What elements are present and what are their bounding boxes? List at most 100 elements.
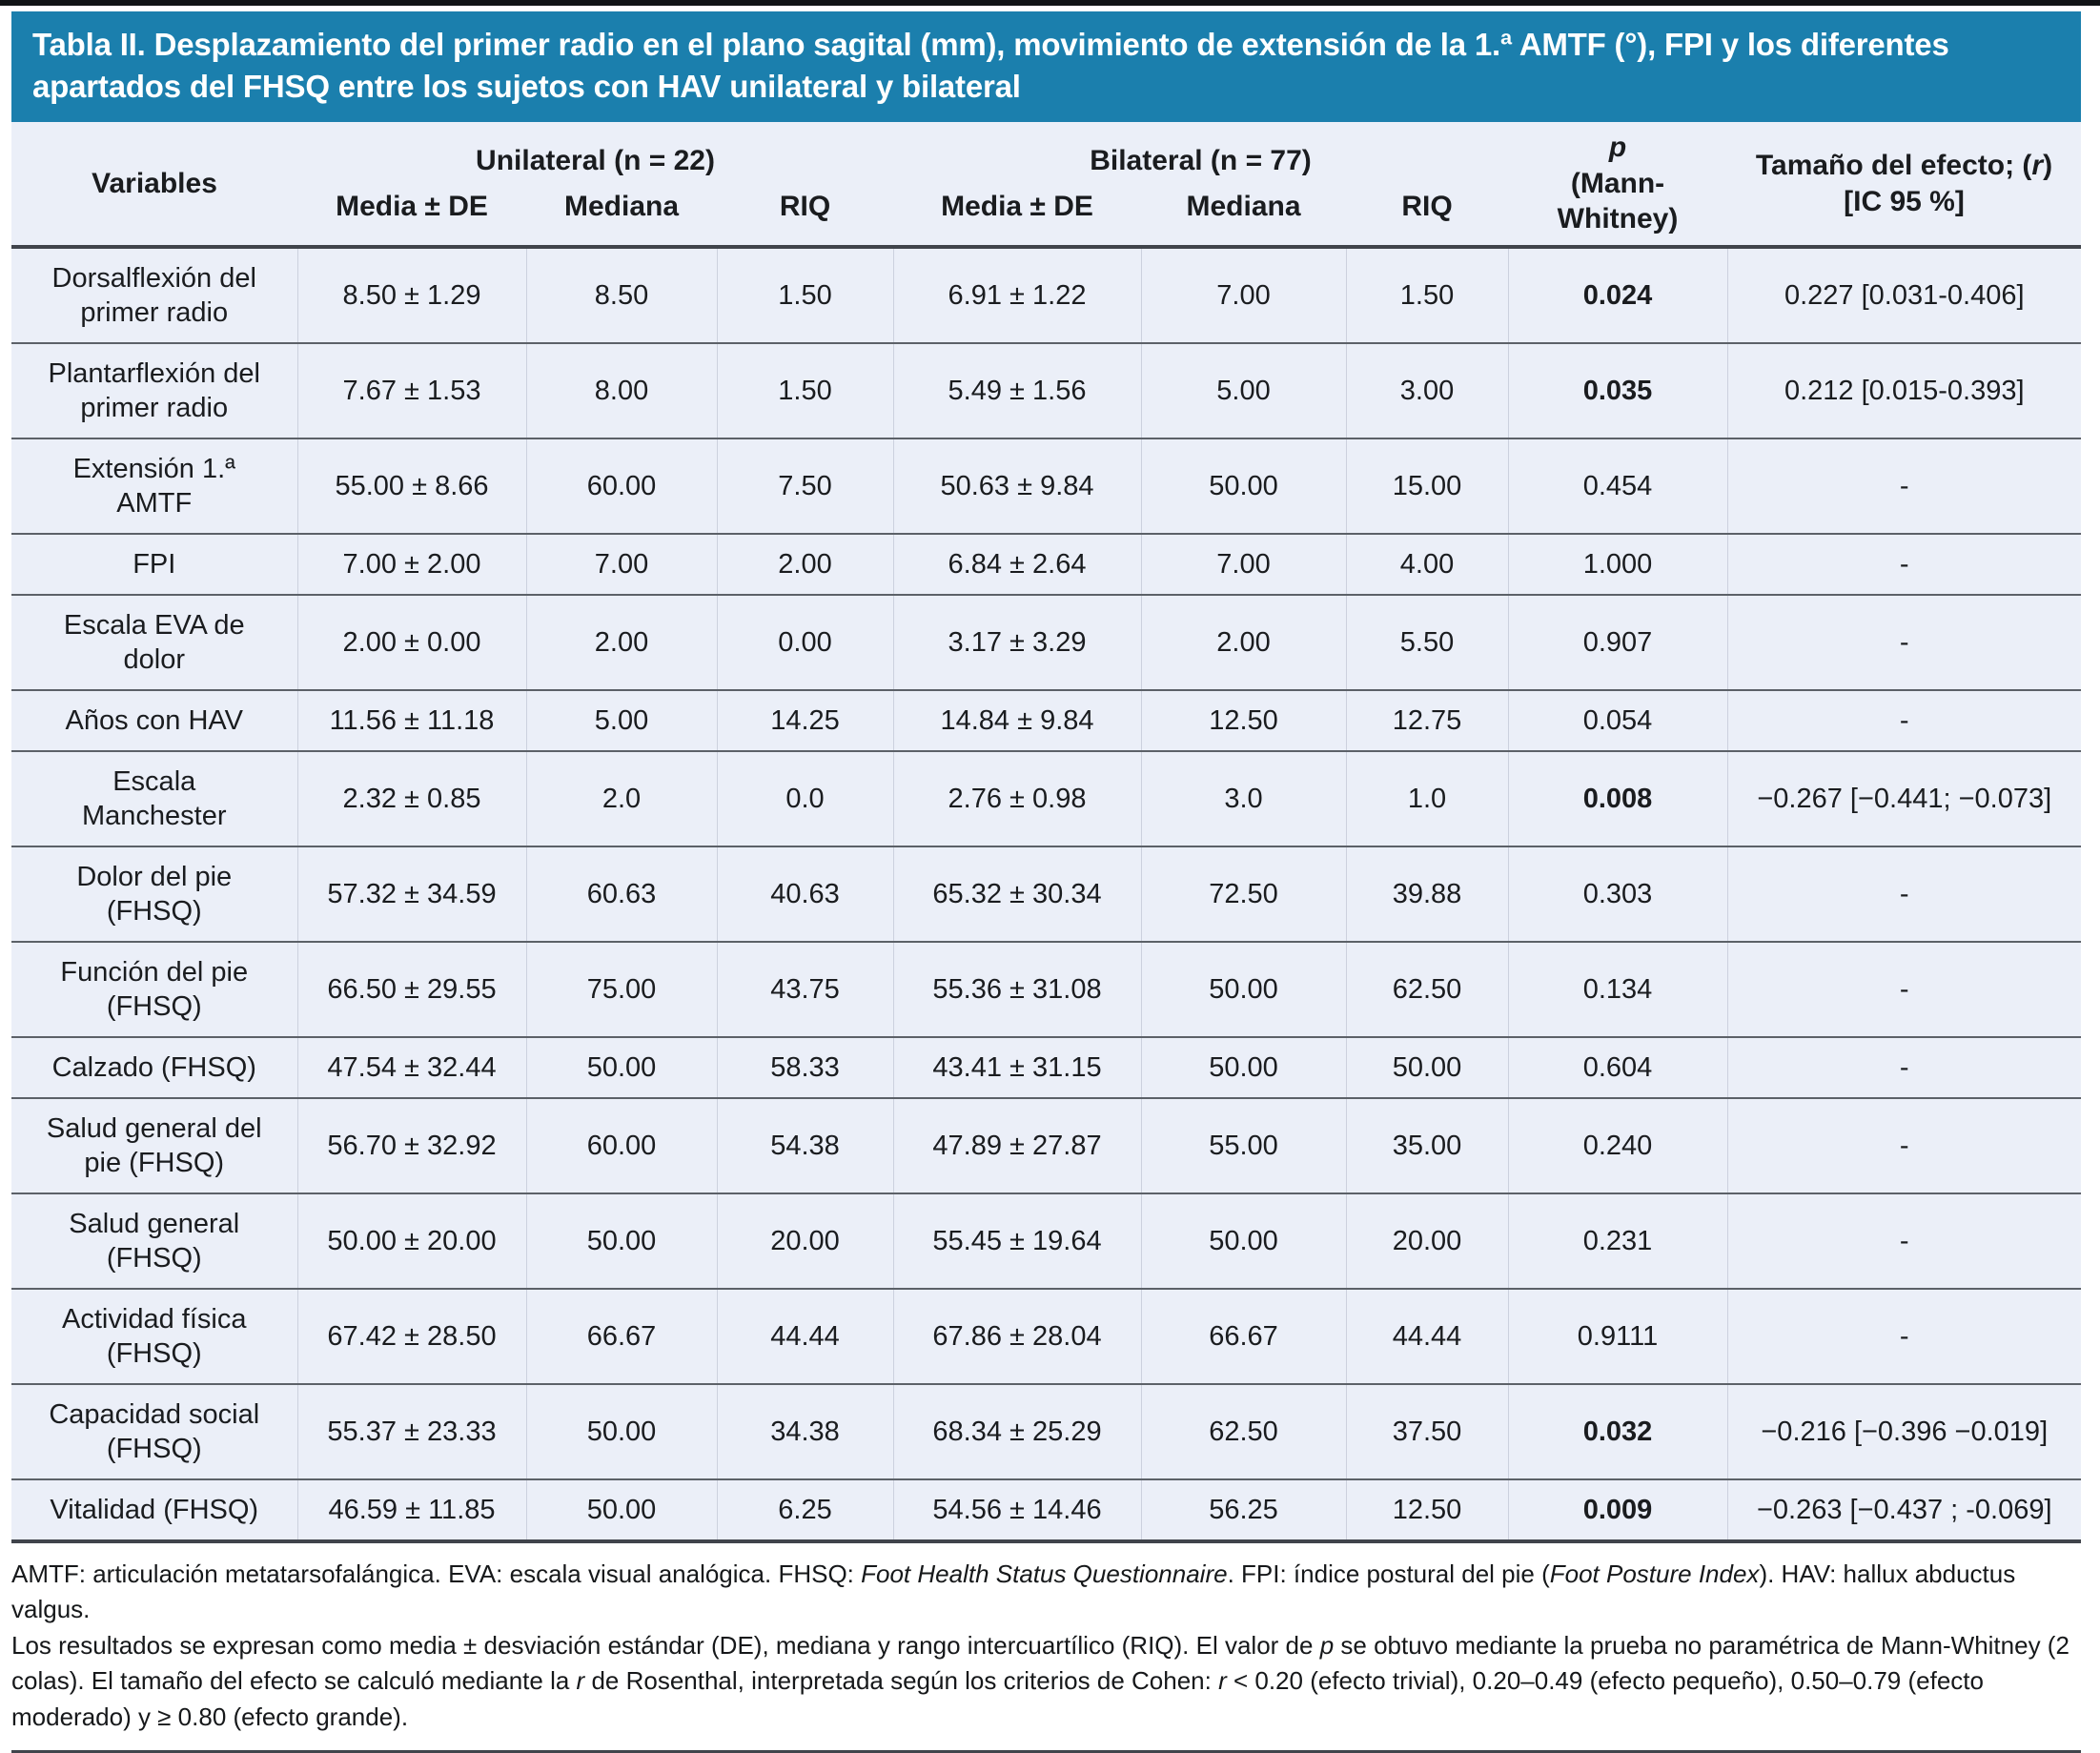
p-value-cell: 0.035: [1507, 342, 1727, 439]
bi-media-cell: 50.63 ± 9.84: [892, 438, 1141, 535]
effect-size-cell: −0.263 [−0.437 ; -0.069]: [1726, 1478, 2081, 1543]
uni-mediana-cell: 8.00: [525, 342, 717, 439]
bi-mediana-cell: 72.50: [1140, 846, 1346, 943]
uni-riq-cell: 2.00: [716, 533, 893, 596]
effect-size-cell: −0.216 [−0.396 −0.019]: [1726, 1383, 2081, 1480]
table-row: Plantarflexión del primer radio 7.67 ± 1.…: [11, 342, 2081, 439]
uni-media-cell: 7.67 ± 1.53: [296, 342, 526, 439]
variable-cell: Dorsalflexión del primer radio: [11, 246, 297, 344]
table-row: Calzado (FHSQ) 47.54 ± 32.44 50.00 58.33 43.…: [11, 1036, 2081, 1099]
variable-cell: Dolor del pie (FHSQ): [11, 846, 297, 943]
bi-media-cell: 3.17 ± 3.29: [892, 594, 1141, 691]
uni-media-cell: 55.37 ± 23.33: [296, 1383, 526, 1480]
uni-media-cell: 2.32 ± 0.85: [296, 750, 526, 847]
bi-mediana-cell: 3.0: [1140, 750, 1346, 847]
uni-riq-cell: 0.0: [716, 750, 893, 847]
variable-cell: FPI: [11, 533, 297, 596]
table-row: Dolor del pie (FHSQ) 57.32 ± 34.59 60.63 40…: [11, 846, 2081, 943]
uni-riq-cell: 54.38: [716, 1097, 893, 1194]
effect-size-cell: -: [1726, 1036, 2081, 1099]
uni-riq-header: RIQ: [717, 183, 893, 249]
bi-riq-header: RIQ: [1346, 183, 1508, 249]
footnotes: AMTF: articulación metatarsofalángica. E…: [11, 1557, 2081, 1735]
bi-riq-cell: 3.00: [1345, 342, 1508, 439]
uni-mediana-cell: 50.00: [525, 1036, 717, 1099]
p-value-cell: 0.907: [1507, 594, 1727, 691]
effect-size-cell: -: [1726, 846, 2081, 943]
table-row: Escala Manchester 2.32 ± 0.85 2.0 0.0 2.76 ±…: [11, 750, 2081, 847]
table-row: Extensión 1.ª AMTF 55.00 ± 8.66 60.00 7.50 5…: [11, 438, 2081, 535]
bi-riq-cell: 15.00: [1345, 438, 1508, 535]
bi-mediana-cell: 56.25: [1140, 1478, 1346, 1543]
variable-cell: Salud general (FHSQ): [11, 1192, 297, 1290]
bi-mediana-header: Mediana: [1141, 183, 1346, 249]
text-segment: r: [1218, 1666, 1227, 1696]
text-segment: . FPI: índice postural del pie (: [1227, 1559, 1550, 1588]
bi-mediana-cell: 50.00: [1140, 1036, 1346, 1099]
uni-media-cell: 57.32 ± 34.59: [296, 846, 526, 943]
effect-size-cell: -: [1726, 689, 2081, 752]
p-value-cell: 0.604: [1507, 1036, 1727, 1099]
uni-riq-cell: 1.50: [716, 342, 893, 439]
bi-riq-cell: 1.50: [1345, 246, 1508, 344]
p-column-header: p (Mann-Whitney): [1508, 122, 1727, 249]
uni-mediana-cell: 2.0: [525, 750, 717, 847]
text-segment: AMTF: articulación metatarsofalángica. E…: [11, 1559, 862, 1588]
uni-riq-cell: 6.25: [716, 1478, 893, 1543]
p-value-cell: 0.9111: [1507, 1288, 1727, 1385]
bi-mediana-cell: 7.00: [1140, 533, 1346, 596]
p-value-cell: 0.008: [1507, 750, 1727, 847]
bi-media-header: Media ± DE: [893, 183, 1141, 249]
bi-media-cell: 55.36 ± 31.08: [892, 941, 1141, 1038]
uni-media-cell: 47.54 ± 32.44: [296, 1036, 526, 1099]
uni-riq-cell: 7.50: [716, 438, 893, 535]
uni-media-cell: 55.00 ± 8.66: [296, 438, 526, 535]
uni-mediana-cell: 50.00: [525, 1478, 717, 1543]
table-row: Capacidad social (FHSQ) 55.37 ± 23.33 50.0…: [11, 1383, 2081, 1480]
uni-mediana-cell: 75.00: [525, 941, 717, 1038]
uni-media-cell: 46.59 ± 11.85: [296, 1478, 526, 1543]
bi-mediana-cell: 62.50: [1140, 1383, 1346, 1480]
effect-header-line2: [IC 95 %]: [1844, 185, 1965, 217]
table-row: Salud general (FHSQ) 50.00 ± 20.00 50.00 20…: [11, 1192, 2081, 1290]
effect-size-cell: 0.212 [0.015-0.393]: [1726, 342, 2081, 439]
p-value-cell: 0.009: [1507, 1478, 1727, 1543]
variable-cell: Extensión 1.ª AMTF: [11, 438, 297, 535]
uni-media-cell: 2.00 ± 0.00: [296, 594, 526, 691]
bi-media-cell: 67.86 ± 28.04: [892, 1288, 1141, 1385]
variables-column-header: Variables: [11, 122, 297, 249]
bi-media-cell: 68.34 ± 25.29: [892, 1383, 1141, 1480]
text-segment: Los resultados se expresan como media ± …: [11, 1630, 1320, 1660]
uni-mediana-cell: 66.67: [525, 1288, 717, 1385]
p-value-cell: 0.231: [1507, 1192, 1727, 1290]
text-segment: ): [2043, 150, 2053, 182]
table-header: Variables Unilateral (n = 22) Bilateral …: [11, 122, 2081, 249]
bi-media-cell: 14.84 ± 9.84: [892, 689, 1141, 752]
bi-mediana-cell: 66.67: [1140, 1288, 1346, 1385]
uni-mediana-cell: 5.00: [525, 689, 717, 752]
uni-mediana-cell: 60.00: [525, 438, 717, 535]
variable-cell: Vitalidad (FHSQ): [11, 1478, 297, 1543]
p-value-cell: 0.240: [1507, 1097, 1727, 1194]
text-segment: r: [576, 1666, 585, 1696]
bi-riq-cell: 4.00: [1345, 533, 1508, 596]
uni-riq-cell: 20.00: [716, 1192, 893, 1290]
text-segment: r: [2031, 150, 2044, 182]
uni-media-header: Media ± DE: [297, 183, 526, 249]
bi-riq-cell: 1.0: [1345, 750, 1508, 847]
bi-media-cell: 5.49 ± 1.56: [892, 342, 1141, 439]
bi-mediana-cell: 55.00: [1140, 1097, 1346, 1194]
uni-media-cell: 11.56 ± 11.18: [296, 689, 526, 752]
bi-riq-cell: 12.75: [1345, 689, 1508, 752]
p-value-cell: 1.000: [1507, 533, 1727, 596]
bi-mediana-cell: 50.00: [1140, 1192, 1346, 1290]
variable-cell: Escala EVA de dolor: [11, 594, 297, 691]
uni-riq-cell: 40.63: [716, 846, 893, 943]
uni-mediana-cell: 8.50: [525, 246, 717, 344]
uni-riq-cell: 0.00: [716, 594, 893, 691]
uni-riq-cell: 1.50: [716, 246, 893, 344]
uni-media-cell: 56.70 ± 32.92: [296, 1097, 526, 1194]
uni-riq-cell: 58.33: [716, 1036, 893, 1099]
bi-riq-cell: 5.50: [1345, 594, 1508, 691]
uni-riq-cell: 43.75: [716, 941, 893, 1038]
